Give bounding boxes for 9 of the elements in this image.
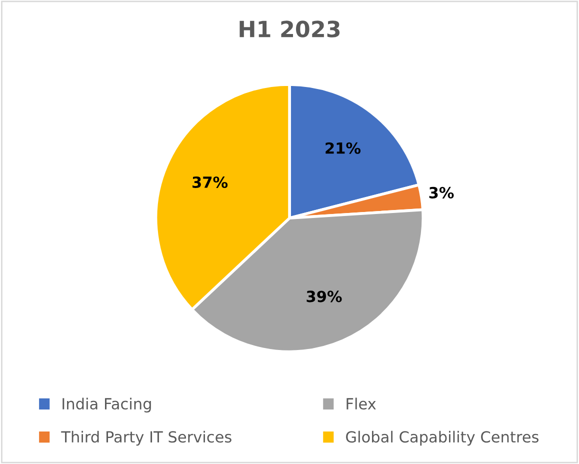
data-label: 21% bbox=[326, 142, 361, 154]
data-label: 37% bbox=[192, 176, 228, 188]
legend-label: India Facing bbox=[62, 398, 151, 412]
legend-label: Global Capability Centres bbox=[346, 430, 538, 446]
legend-label: Flex bbox=[346, 398, 376, 410]
legend-label: Third Party IT Services bbox=[61, 430, 232, 446]
data-label: 39% bbox=[306, 290, 342, 302]
data-label: 3% bbox=[429, 186, 454, 198]
chart-title: H1 2023 bbox=[240, 20, 340, 38]
